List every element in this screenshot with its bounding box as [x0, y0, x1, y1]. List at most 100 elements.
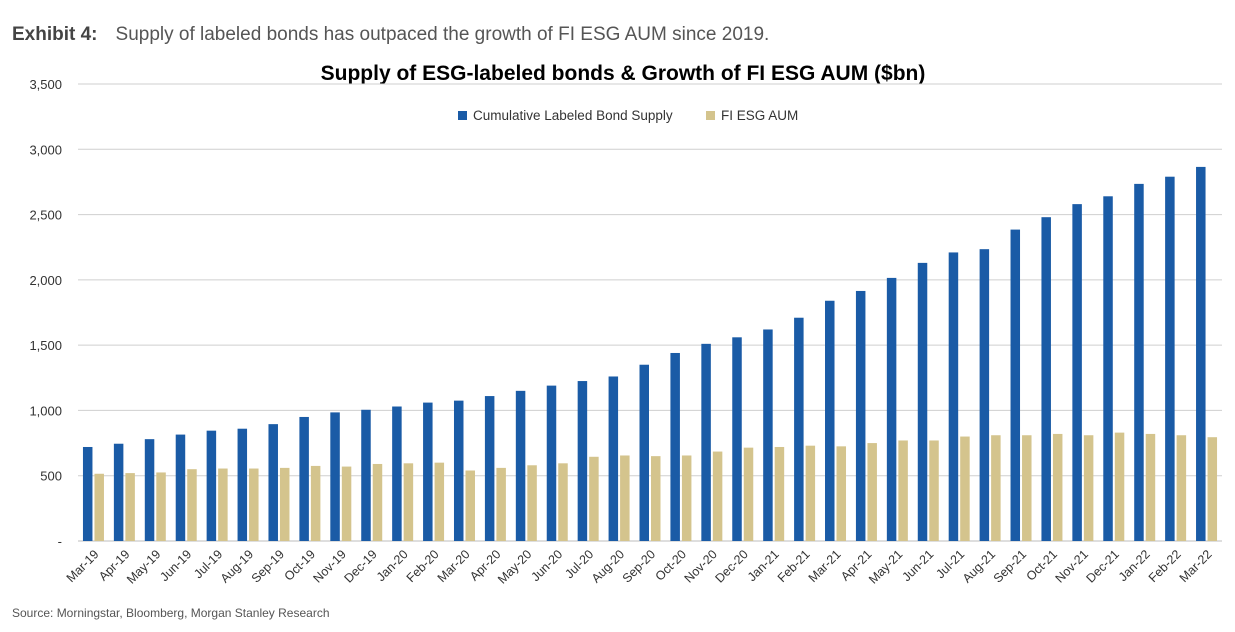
x-tick-label: Mar-19: [64, 547, 102, 585]
bond-supply-bar: [1041, 217, 1051, 541]
y-axis: - 500 1,000 1,500 2,000 2,500 3,000 3,500: [29, 77, 62, 549]
bond-supply-bar: [361, 409, 371, 541]
y-tick-label: -: [58, 534, 62, 549]
esg-aum-bar: [620, 455, 630, 541]
y-tick-label: 1,500: [29, 338, 62, 353]
bond-supply-bar: [1010, 229, 1021, 541]
esg-aum-bar: [898, 440, 908, 541]
esg-aum-bar: [1176, 435, 1187, 541]
x-tick-label: Nov-20: [682, 547, 720, 585]
x-tick-label: Aug-19: [218, 547, 256, 585]
esg-aum-bar: [805, 445, 816, 541]
y-tick-label: 1,000: [29, 403, 62, 418]
esg-aum-bar: [991, 435, 1001, 541]
esg-aum-bar: [1114, 432, 1125, 541]
chart-title: Supply of ESG-labeled bonds & Growth of …: [321, 62, 926, 85]
esg-aum-bar: [187, 469, 197, 541]
bar-chart: Supply of ESG-labeled bonds & Growth of …: [29, 62, 1222, 587]
x-tick-label: Jun-20: [528, 547, 565, 584]
x-tick-label: Jan-22: [1116, 547, 1153, 584]
exhibit-label: Exhibit 4:: [12, 24, 98, 45]
x-tick-label: May-20: [495, 547, 534, 586]
bond-supply-bar: [948, 252, 959, 542]
esg-aum-bar: [125, 473, 135, 541]
x-tick-label: May-19: [124, 547, 163, 586]
x-tick-label: Jan-20: [374, 547, 411, 584]
x-tick-label: May-21: [866, 547, 905, 586]
x-tick-label: Aug-20: [589, 547, 627, 585]
x-tick-label: Dec-20: [712, 547, 750, 585]
bond-supply-bar: [330, 412, 340, 541]
x-tick-label: Dec-19: [341, 547, 379, 585]
x-tick-label: Feb-20: [404, 547, 442, 585]
esg-aum-bar: [1145, 433, 1156, 541]
esg-aum-bar: [341, 466, 352, 541]
bond-supply-bar: [825, 300, 835, 541]
bond-supply-bar: [1165, 176, 1175, 541]
esg-aum-bar: [743, 447, 754, 541]
x-tick-label: Dec-21: [1084, 547, 1122, 585]
bond-supply-bar: [639, 364, 649, 541]
esg-aum-bar: [218, 468, 228, 541]
x-tick-label: Aug-21: [960, 547, 998, 585]
bond-supply-bar: [670, 352, 680, 541]
esg-aum-bar: [960, 436, 970, 541]
bond-supply-bar: [886, 277, 897, 541]
esg-aum-bar: [496, 467, 506, 541]
bond-supply-bar: [484, 396, 495, 541]
esg-aum-bar: [774, 446, 785, 541]
esg-aum-bar: [1022, 435, 1032, 541]
esg-aum-bar: [465, 470, 475, 541]
esg-aum-bar: [310, 465, 321, 541]
x-tick-label: Nov-19: [311, 547, 349, 585]
legend-label-esg-aum: FI ESG AUM: [721, 108, 798, 123]
x-tick-label: Feb-21: [775, 547, 813, 585]
bond-supply-bar: [82, 446, 93, 541]
bond-supply-bar: [299, 416, 309, 541]
x-tick-label: Sep-20: [620, 547, 658, 585]
exhibit-caption: Supply of labeled bonds has outpaced the…: [115, 24, 770, 45]
bond-supply-bar: [175, 434, 186, 541]
esg-aum-bar: [558, 463, 568, 541]
bond-supply-bar: [763, 329, 773, 541]
x-axis: Mar-19Apr-19May-19Jun-19Jul-19Aug-19Sep-…: [64, 547, 1215, 586]
bond-supply-bar: [701, 343, 711, 541]
esg-aum-bar: [1052, 433, 1063, 541]
bond-supply-bar: [113, 443, 124, 541]
esg-aum-bar: [681, 455, 692, 541]
esg-aum-bar: [434, 462, 445, 541]
bond-supply-bar: [453, 400, 464, 541]
x-tick-label: Sep-21: [991, 547, 1029, 585]
y-tick-label: 2,000: [29, 273, 62, 288]
bond-supply-bar: [917, 262, 928, 541]
bond-supply-bar: [732, 337, 742, 541]
legend-swatch-esg-aum: [706, 111, 715, 120]
x-tick-label: Jun-19: [157, 547, 194, 584]
esg-aum-bar: [403, 463, 414, 541]
bond-supply-bar: [237, 428, 248, 541]
esg-aum-bar: [249, 468, 259, 541]
esg-aum-bar: [372, 463, 383, 541]
bond-supply-bar: [546, 385, 557, 541]
exhibit-header: Exhibit 4: Supply of labeled bonds has ou…: [12, 24, 769, 46]
y-tick-label: 2,500: [29, 208, 62, 223]
x-tick-label: Jan-21: [745, 547, 782, 584]
esg-aum-bar: [279, 467, 290, 541]
bond-supply-bar: [392, 406, 402, 541]
x-tick-label: Mar-20: [435, 547, 473, 585]
bond-supply-bar: [1134, 183, 1144, 541]
bond-supply-bar: [268, 424, 278, 541]
bond-supply-bar: [144, 439, 155, 541]
esg-aum-bar: [1083, 435, 1094, 541]
esg-aum-bar: [156, 472, 166, 541]
bond-supply-bar: [794, 317, 804, 541]
bond-supply-bar: [1103, 196, 1113, 541]
source-note: Source: Morningstar, Bloomberg, Morgan S…: [12, 606, 330, 620]
esg-aum-bar: [589, 456, 599, 541]
esg-aum-bar: [527, 465, 537, 541]
legend-swatch-bond-supply: [458, 111, 467, 120]
bond-supply-bar: [1072, 204, 1082, 541]
legend-label-bond-supply: Cumulative Labeled Bond Supply: [473, 108, 673, 123]
bond-supply-bar: [206, 430, 217, 541]
x-tick-label: Mar-22: [1177, 547, 1215, 585]
